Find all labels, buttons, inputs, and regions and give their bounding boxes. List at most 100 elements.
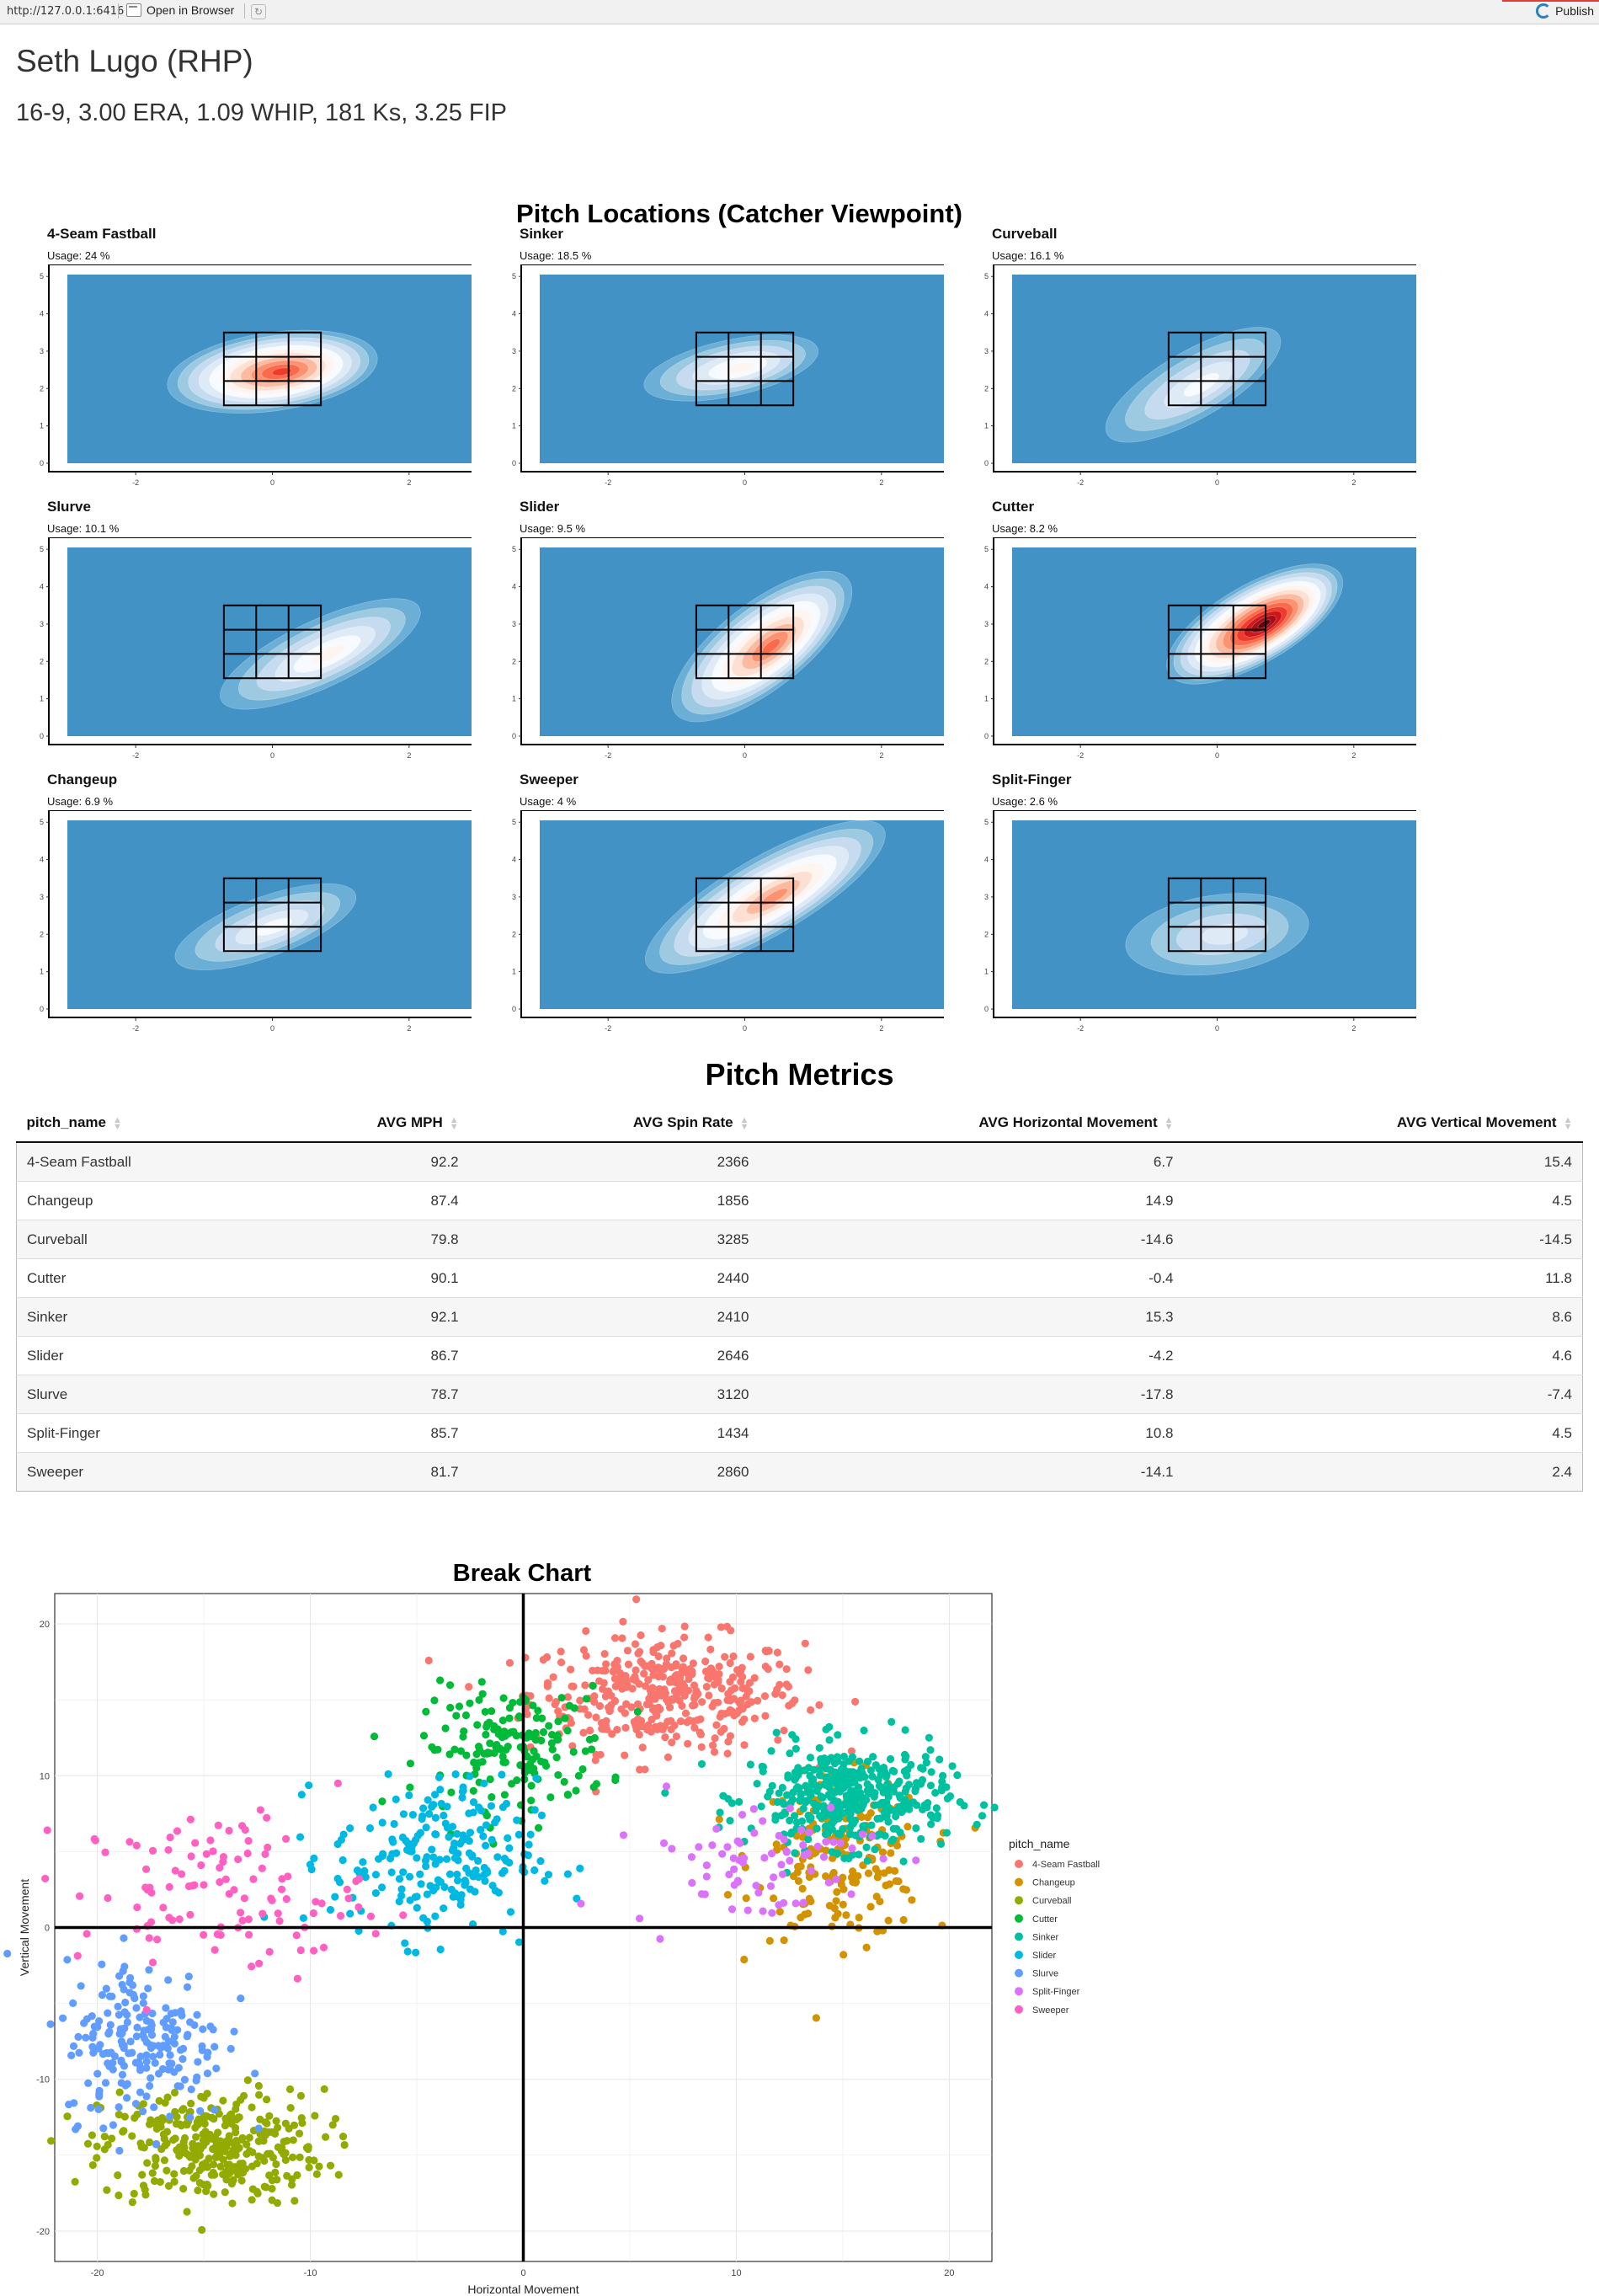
- data-point: [202, 1850, 211, 1858]
- data-point: [248, 2103, 256, 2112]
- data-point: [868, 1788, 877, 1797]
- data-point: [95, 2017, 104, 2026]
- data-point: [680, 1633, 689, 1642]
- location-panel: Curveball Usage: 16.1 % 0 1 2 3 4 5 -2 0 2: [945, 226, 1416, 495]
- data-point: [421, 1856, 430, 1865]
- y-tick-label: 3: [40, 893, 44, 901]
- data-point: [130, 1994, 139, 2002]
- data-point: [783, 1791, 792, 1799]
- data-point: [776, 1660, 784, 1669]
- table-cell: 8.6: [1183, 1297, 1583, 1337]
- x-tick-label: 0: [1215, 478, 1219, 487]
- data-point: [399, 1911, 408, 1920]
- data-point: [627, 1703, 636, 1711]
- data-point: [856, 1789, 865, 1797]
- data-point: [170, 2170, 179, 2178]
- data-point: [465, 1869, 473, 1877]
- data-point: [765, 1936, 774, 1945]
- data-point: [592, 1780, 601, 1788]
- data-point: [761, 1647, 770, 1655]
- data-point: [83, 1930, 91, 1938]
- data-point: [979, 1801, 989, 1809]
- column-header-avg-spin-rate[interactable]: AVG Spin Rate ▲ ▼: [468, 1106, 760, 1143]
- data-point: [908, 1799, 916, 1807]
- legend-title: pitch_name: [1009, 1837, 1070, 1850]
- data-point: [281, 2155, 290, 2165]
- data-point: [386, 1854, 395, 1863]
- data-point: [935, 1755, 944, 1764]
- data-point: [253, 2189, 262, 2197]
- data-point: [880, 1808, 889, 1817]
- column-header-avg-vertical-movement[interactable]: AVG Vertical Movement ▲ ▼: [1183, 1106, 1583, 1143]
- data-point: [708, 1741, 717, 1749]
- data-point: [95, 2090, 104, 2098]
- data-point: [715, 1663, 723, 1671]
- publish-icon: [1536, 3, 1552, 19]
- data-point: [98, 1960, 106, 1968]
- data-point: [697, 1759, 706, 1769]
- data-point: [158, 2113, 167, 2122]
- x-tick-label: 0: [743, 1024, 747, 1033]
- data-point: [488, 1793, 496, 1802]
- open-in-browser-button[interactable]: Open in Browser: [126, 3, 234, 17]
- table-cell: 79.8: [251, 1220, 469, 1259]
- data-point: [168, 2059, 176, 2068]
- data-point: [829, 1818, 838, 1826]
- data-point: [849, 1819, 857, 1828]
- location-heatmap: 0 1 2 3 4 5 -2 0 2: [984, 264, 1416, 487]
- data-point: [273, 2123, 282, 2132]
- data-point: [122, 2094, 131, 2102]
- data-point: [821, 1822, 830, 1830]
- data-point: [504, 1743, 512, 1751]
- data-point: [132, 1841, 141, 1850]
- data-point: [690, 1701, 699, 1709]
- data-point: [505, 1714, 514, 1722]
- data-point: [371, 1888, 380, 1898]
- data-point: [102, 1984, 110, 1993]
- data-point: [608, 1730, 616, 1738]
- data-point: [651, 1695, 659, 1703]
- data-point: [155, 2096, 163, 2106]
- data-point: [191, 1839, 200, 1847]
- data-point: [874, 1775, 882, 1784]
- legend-swatch: [1015, 1932, 1023, 1941]
- publish-button[interactable]: Publish: [1536, 3, 1594, 19]
- column-header-avg-horizontal-movement[interactable]: AVG Horizontal Movement ▲ ▼: [759, 1106, 1184, 1143]
- column-header-avg-mph[interactable]: AVG MPH ▲ ▼: [251, 1106, 469, 1143]
- data-point: [701, 1657, 710, 1666]
- data-point: [790, 1812, 799, 1820]
- data-point: [305, 2163, 313, 2172]
- data-point: [728, 1707, 736, 1716]
- data-point: [801, 1639, 809, 1647]
- y-tick-label: 2: [512, 657, 516, 665]
- data-point: [263, 2119, 271, 2128]
- data-point: [821, 1780, 829, 1788]
- data-point: [781, 1809, 789, 1818]
- data-point: [831, 1914, 839, 1922]
- data-point: [759, 1817, 767, 1825]
- panel-pitch-name: Split-Finger: [992, 772, 1072, 788]
- data-point: [389, 1838, 397, 1846]
- data-point: [527, 1797, 536, 1805]
- data-point: [411, 1835, 420, 1845]
- refresh-icon[interactable]: ↻: [251, 4, 266, 19]
- data-point: [791, 1768, 800, 1776]
- data-point: [884, 1916, 893, 1925]
- x-tick-label: -2: [1077, 1024, 1084, 1033]
- panel-usage: Usage: 18.5 %: [520, 249, 592, 262]
- data-point: [443, 1802, 451, 1811]
- data-point: [447, 1885, 456, 1894]
- data-point: [131, 2113, 139, 2122]
- table-cell: 2.4: [1183, 1452, 1583, 1492]
- data-point: [118, 1980, 126, 1989]
- data-point: [557, 1647, 565, 1656]
- data-point: [613, 1657, 621, 1665]
- data-point: [482, 1730, 490, 1739]
- address-url[interactable]: http://127.0.0.1:6416: [7, 5, 125, 18]
- column-header-pitch-name[interactable]: pitch_name ▲ ▼: [16, 1106, 252, 1143]
- data-point: [573, 1894, 581, 1903]
- y-tick-label: -20: [36, 2227, 50, 2237]
- data-point: [221, 1875, 230, 1883]
- data-point: [887, 1717, 896, 1726]
- data-point: [746, 1653, 754, 1661]
